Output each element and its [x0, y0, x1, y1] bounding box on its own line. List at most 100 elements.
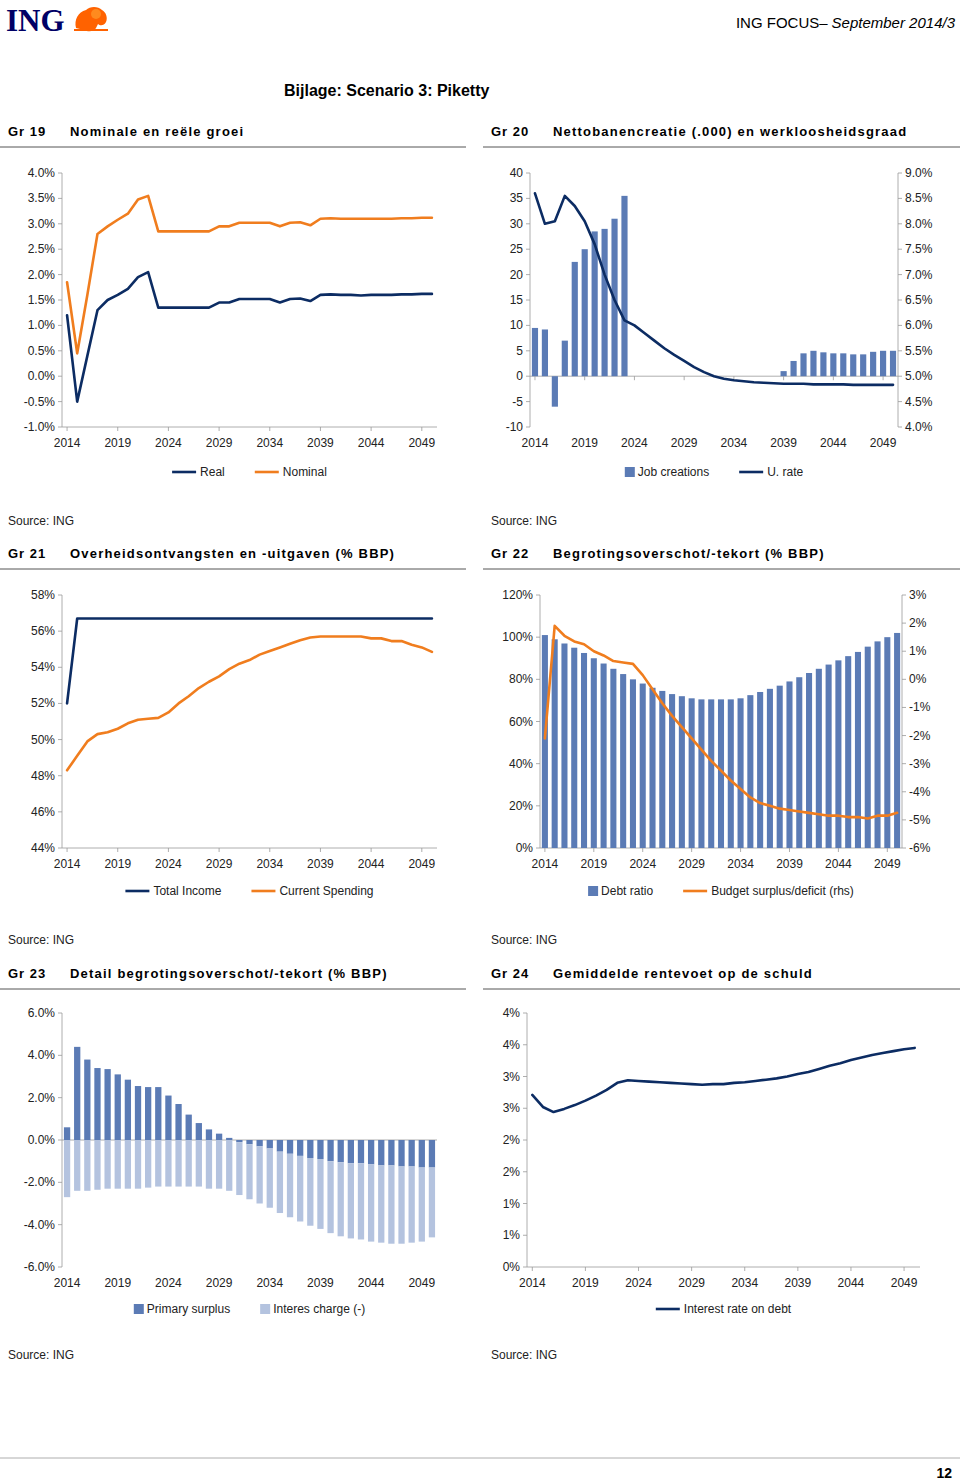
bar — [358, 1140, 364, 1163]
y2-tick-label: 8.0% — [905, 217, 933, 231]
source: Source: ING — [491, 933, 557, 947]
bar — [771, 376, 777, 377]
line — [67, 272, 432, 402]
bar — [708, 699, 714, 848]
y2-tick-label: 7.5% — [905, 242, 933, 256]
title-rule — [483, 989, 960, 990]
y-tick — [523, 1203, 527, 1204]
x-tick — [544, 848, 545, 852]
bar — [84, 1060, 90, 1140]
bar — [206, 1129, 212, 1140]
legend-label: Budget surplus/deficit (rhs) — [711, 884, 854, 898]
x-tick-label: 2034 — [731, 1276, 758, 1290]
y-tick-label: 35 — [510, 191, 524, 205]
y-tick — [58, 775, 62, 776]
y-tick-label: 5 — [516, 344, 523, 358]
bar — [552, 639, 558, 848]
bar — [186, 1140, 192, 1187]
y-tick — [526, 300, 530, 301]
bar — [206, 1140, 212, 1189]
x-tick-label: 2029 — [671, 436, 698, 450]
y-tick — [526, 401, 530, 402]
y-tick — [526, 350, 530, 351]
y2-tick-label: 9.0% — [905, 166, 933, 180]
bar — [165, 1140, 171, 1187]
y-tick — [58, 198, 62, 199]
bar — [256, 1140, 262, 1146]
x-tick-label: 2029 — [206, 436, 233, 450]
bar — [419, 1168, 425, 1242]
x-tick-label: 2014 — [54, 436, 81, 450]
legend-item: Job creations — [625, 465, 709, 479]
bar — [64, 1140, 70, 1197]
bar — [790, 361, 796, 376]
bar — [368, 1140, 374, 1164]
x-axis — [62, 427, 437, 428]
legend-swatch — [625, 467, 635, 477]
bar — [631, 376, 637, 377]
bar — [236, 1142, 242, 1195]
y-tick — [58, 300, 62, 301]
bar — [246, 1144, 252, 1199]
chart-title: Gemiddelde rentevoet op de schuld — [553, 966, 813, 981]
x-tick-label: 2019 — [104, 436, 131, 450]
lion-head — [91, 9, 101, 19]
x-tick-label: 2024 — [155, 436, 182, 450]
x-tick — [168, 848, 169, 852]
bar — [115, 1140, 121, 1189]
x-tick — [269, 427, 270, 431]
bar — [610, 669, 616, 848]
bar — [236, 1140, 242, 1142]
x-tick-label: 2034 — [727, 857, 754, 871]
y2-tick-label: 8.5% — [905, 191, 933, 205]
bar — [581, 653, 587, 848]
bar — [757, 692, 763, 848]
bar — [74, 1047, 80, 1140]
bar — [591, 658, 597, 848]
y2-tick — [898, 300, 902, 301]
bar — [681, 376, 687, 377]
y-tick — [523, 1171, 527, 1172]
chart-title: Overheidsontvangsten en -uitgaven (% BBP… — [70, 546, 395, 561]
x-tick — [67, 427, 68, 431]
x-axis — [527, 1267, 920, 1268]
y-tick-label: 0.0% — [28, 1133, 56, 1147]
y2-tick — [902, 791, 906, 792]
bar — [826, 665, 832, 848]
y-tick — [523, 1140, 527, 1141]
bar — [398, 1140, 404, 1166]
bar — [532, 328, 538, 376]
y-tick — [58, 739, 62, 740]
x-tick-label: 2049 — [408, 436, 435, 450]
axes: 0%20%40%60%80%100%120%-6%-5%-4%-3%-2%-1%… — [502, 588, 930, 871]
x-tick-label: 2014 — [54, 857, 81, 871]
bar — [562, 341, 568, 377]
bar — [125, 1140, 131, 1189]
x-tick — [532, 1267, 533, 1271]
x-tick — [219, 848, 220, 852]
legend-label: Total Income — [153, 884, 221, 898]
x-tick — [67, 848, 68, 852]
y2-tick-label: 6.5% — [905, 293, 933, 307]
bar — [820, 352, 826, 376]
bar — [572, 262, 578, 376]
plot-marks — [532, 1048, 914, 1112]
y-tick-label: 1% — [503, 1197, 521, 1211]
y-tick-label: 0% — [503, 1260, 521, 1274]
x-tick-label: 2014 — [519, 1276, 546, 1290]
chart-title: Begrotingsoverschot/-tekort (% BBP) — [553, 546, 825, 561]
y-tick — [58, 1140, 62, 1141]
bar — [125, 1080, 131, 1140]
x-tick-label: 2049 — [870, 436, 897, 450]
bar — [297, 1156, 303, 1222]
x-tick — [740, 848, 741, 852]
line — [545, 626, 897, 819]
y-tick-label: 50% — [31, 733, 55, 747]
bar — [641, 376, 647, 377]
bar — [317, 1140, 323, 1159]
source: Source: ING — [8, 933, 74, 947]
y-tick — [526, 427, 530, 428]
y-tick-label: 0 — [516, 369, 523, 383]
y-tick-label: -6.0% — [24, 1260, 56, 1274]
x-tick-label: 2024 — [155, 857, 182, 871]
